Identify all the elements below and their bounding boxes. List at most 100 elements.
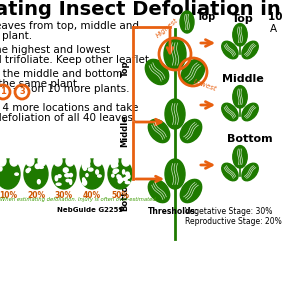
Text: 1: 1: [0, 87, 6, 97]
Ellipse shape: [123, 178, 126, 180]
Ellipse shape: [112, 174, 114, 177]
Text: Vegetative Stage: 30%: Vegetative Stage: 30%: [185, 207, 272, 216]
Text: NebGuide G2259: NebGuide G2259: [57, 207, 123, 213]
Ellipse shape: [113, 164, 118, 167]
Text: Top: Top: [197, 12, 216, 22]
Text: f plant.: f plant.: [0, 31, 32, 41]
Text: When estimating defoliation. Injury is often over-estimated.: When estimating defoliation. Injury is o…: [0, 197, 157, 202]
Ellipse shape: [86, 174, 88, 177]
Ellipse shape: [24, 159, 48, 189]
Ellipse shape: [233, 85, 247, 108]
Ellipse shape: [65, 174, 70, 177]
Ellipse shape: [87, 164, 90, 167]
Ellipse shape: [94, 156, 102, 166]
Ellipse shape: [242, 41, 258, 59]
Ellipse shape: [242, 163, 258, 181]
Ellipse shape: [233, 24, 247, 46]
Ellipse shape: [0, 167, 2, 171]
Text: r the middle and bottom: r the middle and bottom: [0, 69, 123, 79]
Ellipse shape: [180, 119, 202, 143]
Ellipse shape: [70, 179, 72, 184]
Ellipse shape: [120, 178, 123, 182]
Ellipse shape: [165, 99, 185, 129]
Ellipse shape: [165, 159, 185, 189]
Ellipse shape: [125, 177, 127, 181]
Text: 50%: 50%: [111, 191, 129, 200]
Text: 40%: 40%: [83, 191, 101, 200]
Ellipse shape: [63, 168, 68, 172]
Ellipse shape: [114, 169, 118, 172]
Ellipse shape: [117, 176, 121, 179]
Text: Top: Top: [232, 14, 254, 24]
Ellipse shape: [83, 180, 87, 185]
Ellipse shape: [66, 179, 70, 182]
Text: he highest and lowest: he highest and lowest: [0, 45, 110, 55]
Ellipse shape: [10, 156, 18, 166]
Ellipse shape: [164, 38, 186, 70]
Text: Highest: Highest: [155, 17, 179, 39]
Text: Middle: Middle: [222, 74, 264, 84]
Text: Middle: Middle: [120, 115, 130, 147]
Ellipse shape: [242, 103, 258, 121]
Ellipse shape: [37, 180, 40, 184]
Ellipse shape: [112, 163, 116, 168]
Ellipse shape: [145, 59, 169, 85]
Text: eaves from top, middle and: eaves from top, middle and: [0, 21, 139, 31]
Ellipse shape: [117, 175, 120, 177]
Ellipse shape: [180, 179, 202, 203]
Text: the same plant.: the same plant.: [0, 79, 80, 89]
Ellipse shape: [148, 179, 170, 203]
Text: on 10 more plants.: on 10 more plants.: [31, 84, 130, 94]
Ellipse shape: [83, 166, 86, 170]
Ellipse shape: [98, 175, 101, 177]
Ellipse shape: [96, 170, 99, 174]
Ellipse shape: [0, 156, 6, 166]
Ellipse shape: [56, 183, 61, 185]
Ellipse shape: [69, 174, 72, 177]
Text: 30%: 30%: [55, 191, 73, 200]
Ellipse shape: [26, 156, 34, 166]
Text: 10 p: 10 p: [268, 12, 284, 22]
Ellipse shape: [122, 170, 125, 174]
Ellipse shape: [83, 179, 85, 182]
Ellipse shape: [222, 103, 238, 121]
Ellipse shape: [222, 41, 238, 59]
Ellipse shape: [26, 169, 29, 173]
Text: ating Insect Defoliation in Soyb: ating Insect Defoliation in Soyb: [0, 0, 284, 19]
Ellipse shape: [58, 175, 61, 178]
Ellipse shape: [38, 156, 46, 166]
Text: Bottom: Bottom: [120, 177, 130, 211]
Text: Lowest: Lowest: [193, 78, 218, 92]
Ellipse shape: [88, 168, 93, 171]
Ellipse shape: [110, 156, 118, 166]
Ellipse shape: [55, 176, 58, 181]
Text: Reproductive Stage: 20%: Reproductive Stage: 20%: [185, 217, 282, 226]
Ellipse shape: [181, 59, 205, 85]
Text: Thresholds:: Thresholds:: [148, 207, 199, 216]
Ellipse shape: [82, 156, 90, 166]
Text: Bottom: Bottom: [227, 134, 273, 144]
Text: Top: Top: [120, 61, 130, 77]
Ellipse shape: [86, 163, 89, 166]
Text: 10%: 10%: [0, 191, 17, 200]
Ellipse shape: [35, 164, 40, 168]
Ellipse shape: [15, 173, 18, 175]
Ellipse shape: [148, 119, 170, 143]
Text: d trifoliate. Keep other leaflet.: d trifoliate. Keep other leaflet.: [0, 55, 153, 65]
Ellipse shape: [85, 162, 89, 167]
Ellipse shape: [80, 159, 104, 189]
Text: 3: 3: [19, 87, 25, 97]
Ellipse shape: [54, 156, 62, 166]
Text: defoliation of all 40 leaves.: defoliation of all 40 leaves.: [0, 113, 136, 123]
Ellipse shape: [28, 168, 30, 171]
Ellipse shape: [180, 11, 194, 33]
Ellipse shape: [233, 146, 247, 168]
Text: 20%: 20%: [27, 191, 45, 200]
Ellipse shape: [222, 163, 238, 181]
Ellipse shape: [66, 156, 74, 166]
Ellipse shape: [118, 179, 122, 183]
Text: t 4 more locations and take: t 4 more locations and take: [0, 103, 138, 113]
Ellipse shape: [0, 159, 20, 189]
Ellipse shape: [52, 159, 76, 189]
Ellipse shape: [83, 178, 85, 181]
